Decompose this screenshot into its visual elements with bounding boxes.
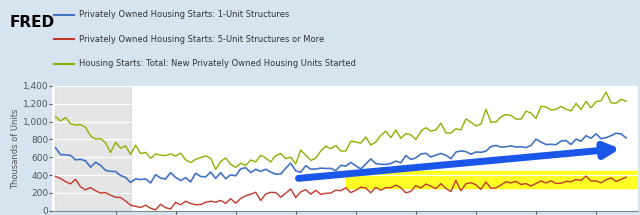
Text: FRED: FRED: [10, 15, 55, 30]
Y-axis label: Thousands of Units: Thousands of Units: [11, 108, 20, 189]
Text: Privately Owned Housing Starts: 5-Unit Structures or More: Privately Owned Housing Starts: 5-Unit S…: [79, 35, 324, 44]
Bar: [346, 171, 638, 188]
Text: Privately Owned Housing Starts: 1-Unit Structures: Privately Owned Housing Starts: 1-Unit S…: [79, 10, 289, 19]
Text: Housing Starts: Total: New Privately Owned Housing Units Started: Housing Starts: Total: New Privately Own…: [79, 59, 356, 68]
Bar: [56, 86, 131, 211]
